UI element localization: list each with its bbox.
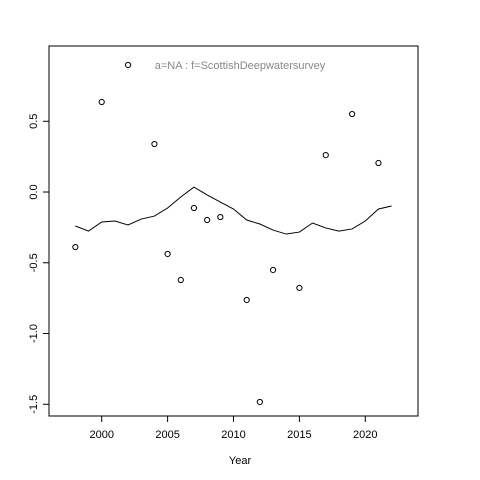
data-point xyxy=(296,284,303,292)
data-point xyxy=(269,266,277,274)
data-point xyxy=(98,98,105,106)
x-axis-label: Year xyxy=(229,455,252,467)
y-tick-label: -1.0 xyxy=(28,324,40,343)
data-point xyxy=(124,61,132,69)
data-point xyxy=(217,213,224,221)
x-tick-label: 2010 xyxy=(221,429,245,441)
y-tick-label: 0.0 xyxy=(28,184,40,199)
y-tick-label: -1.5 xyxy=(28,395,40,414)
data-point xyxy=(164,250,171,258)
data-point xyxy=(151,140,158,148)
x-tick-label: 2000 xyxy=(89,429,113,441)
data-point xyxy=(256,398,263,406)
x-tick-label: 2015 xyxy=(287,429,311,441)
data-point xyxy=(190,204,198,212)
x-tick-label: 2020 xyxy=(353,429,377,441)
data-point xyxy=(177,276,184,284)
y-tick-label: -0.5 xyxy=(28,253,40,272)
data-point xyxy=(72,243,79,251)
chart-title: a=NA : f=ScottishDeepwatersurvey xyxy=(155,60,326,72)
x-tick-label: 2005 xyxy=(155,429,179,441)
data-point xyxy=(375,159,382,167)
y-tick-label: 0.5 xyxy=(28,114,40,129)
trend-line xyxy=(75,186,392,235)
data-point xyxy=(204,216,211,224)
data-point xyxy=(322,151,329,159)
data-point xyxy=(349,110,356,118)
data-point xyxy=(243,296,250,304)
